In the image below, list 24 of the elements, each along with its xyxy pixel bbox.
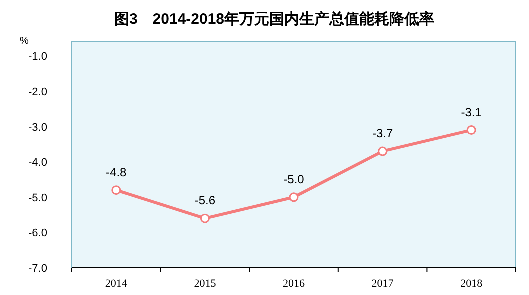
data-label: -4.8 — [106, 165, 128, 180]
chart-title: 图3 2014-2018年万元国内生产总值能耗降低率 — [114, 10, 435, 28]
data-label: -3.1 — [461, 105, 482, 120]
y-tick-label: -1.0 — [28, 51, 48, 64]
y-tick-label: -3.0 — [28, 122, 48, 134]
point — [200, 214, 210, 224]
y-tick-label: -2.0 — [28, 86, 48, 98]
y-tick-label: -7.0 — [28, 263, 48, 275]
x-tick-label: 2016 — [283, 278, 306, 290]
point — [466, 126, 476, 136]
point — [112, 186, 122, 196]
y-tick-label: -4.0 — [28, 157, 48, 170]
x-tick-label: 2015 — [194, 278, 217, 290]
x-tick-label: 2017 — [372, 278, 394, 290]
data-label: -3.7 — [372, 126, 394, 140]
point — [378, 146, 388, 156]
y-axis-title: % — [20, 36, 29, 47]
data-label: -5.0 — [284, 172, 305, 186]
y-tick-label: -6.0 — [28, 228, 48, 240]
x-tick-label: 2018 — [460, 278, 484, 290]
data-label: -5.6 — [194, 194, 216, 208]
x-tick-label: 2014 — [105, 278, 128, 290]
y-tick-label: -5.0 — [28, 192, 48, 204]
point — [289, 192, 299, 202]
